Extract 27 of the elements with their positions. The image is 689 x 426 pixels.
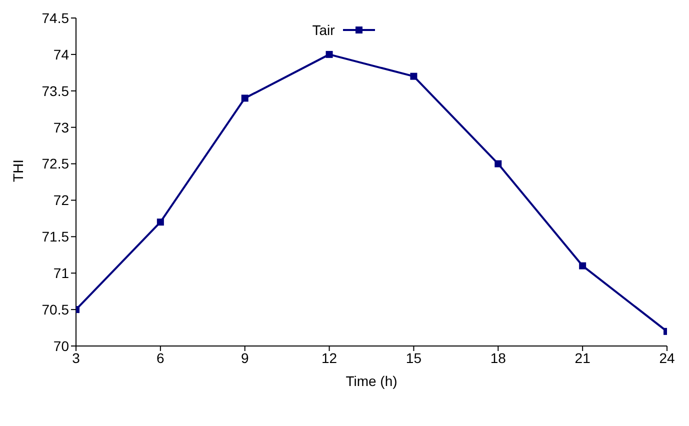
y-tick-label: 70.5 bbox=[42, 302, 70, 318]
x-tick-label: 6 bbox=[156, 350, 165, 366]
point bbox=[494, 160, 502, 168]
y-axis-title: THI bbox=[10, 159, 26, 182]
point bbox=[241, 94, 248, 102]
y-tick-label: 73.5 bbox=[42, 82, 70, 99]
y-tick-label: 71.5 bbox=[42, 228, 70, 245]
y-tick-label: 73 bbox=[53, 119, 70, 136]
legend-label: Tair bbox=[312, 22, 335, 38]
x-tick-label: 3 bbox=[72, 350, 80, 366]
x-tick-label: 24 bbox=[659, 350, 675, 366]
x-tick-label: 12 bbox=[321, 350, 338, 366]
point bbox=[156, 218, 164, 226]
y-tick-label: 72 bbox=[53, 192, 70, 208]
point bbox=[410, 72, 418, 80]
point bbox=[579, 262, 586, 270]
y-tick-label: 70 bbox=[53, 338, 70, 354]
x-tick-label: 21 bbox=[574, 350, 591, 366]
x-tick-label: 18 bbox=[490, 350, 506, 366]
x-tick-label: 9 bbox=[240, 350, 249, 366]
y-tick-label: 74.5 bbox=[42, 10, 70, 26]
x-axis-title: Time (h) bbox=[346, 373, 398, 389]
y-tick-label: 74 bbox=[53, 46, 70, 62]
point bbox=[326, 50, 333, 58]
x-tick-label: 15 bbox=[406, 350, 422, 366]
y-tick-label: 71 bbox=[53, 265, 70, 282]
y-tick-label: 72.5 bbox=[42, 156, 70, 172]
